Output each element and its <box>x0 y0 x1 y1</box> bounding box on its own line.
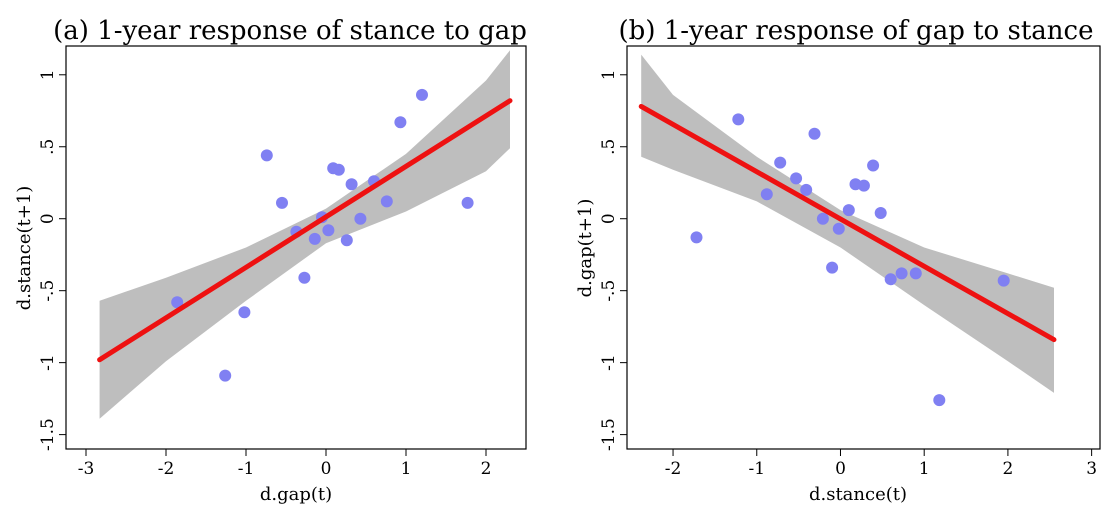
panel-a-data-point <box>238 306 251 319</box>
panel-b-data-point <box>909 267 922 280</box>
panel-b-data-point <box>790 172 803 185</box>
panel-b-title: (b) 1-year response of gap to stance <box>619 16 1094 46</box>
panel-b-x-axis: -2 -1 0 1 2 3 <box>665 449 1097 479</box>
panel-b-data-point <box>884 273 897 286</box>
panel-a-fit-line <box>97 98 513 363</box>
panel-b-x-tick-label: -1 <box>748 459 765 479</box>
panel-a-data-point <box>322 224 335 237</box>
panel-b-y-tick-label: 1 <box>599 69 619 80</box>
panel-a-data-point <box>380 195 393 208</box>
panel-a-x-axis: -3 -2 -1 0 1 2 <box>78 449 492 479</box>
panel-b-data-point <box>895 267 908 280</box>
panel-a-x-tick-label: -3 <box>78 459 95 479</box>
panel-b-data-point <box>690 231 703 244</box>
panel-b-y-axis: -1.5 -1 -.5 0 .5 1 <box>599 69 627 451</box>
panel-a-data-point <box>340 234 353 247</box>
panel-b: (b) 1-year response of gap to stance -2-… <box>575 16 1101 505</box>
panel-b-data-point <box>732 113 745 126</box>
panel-b-data-point <box>832 222 845 235</box>
panel-a-data-point <box>298 271 311 284</box>
panel-a-data-point <box>345 178 358 191</box>
panel-b-x-tick-label: 1 <box>919 459 930 479</box>
panel-b-y-axis-label: d.gap(t+1) <box>575 199 596 298</box>
panel-b-points <box>690 113 1010 407</box>
panel-a-x-tick-label: 0 <box>321 459 332 479</box>
panel-a-data-point <box>171 296 184 309</box>
panel-a-y-tick-label: 1 <box>38 69 58 80</box>
panel-a-data-point <box>260 149 273 162</box>
panel-a-data-point <box>308 232 321 245</box>
panel-a-data-point <box>332 163 345 176</box>
panel-a-x-tick-label: -1 <box>238 459 255 479</box>
panel-b-data-point <box>816 212 829 225</box>
panel-a-title: (a) 1-year response of stance to gap <box>53 16 527 46</box>
panel-b-data-point <box>774 156 787 169</box>
panel-a-data-point <box>416 88 428 101</box>
panel-b-data-point <box>933 394 946 407</box>
panel-a-y-tick-label: -1 <box>38 354 58 371</box>
panel-b-data-point <box>867 159 880 172</box>
panel-a-x-tick-label: -2 <box>158 459 175 479</box>
panel-a-data-point <box>354 212 367 225</box>
panel-b-fit-line <box>638 103 1057 343</box>
panel-a-x-tick-label: 2 <box>481 459 492 479</box>
panel-b-x-axis-label: d.stance(t) <box>809 484 907 505</box>
panel-b-x-tick-label: -2 <box>665 459 682 479</box>
panel-a-confidence-band <box>99 50 510 419</box>
panel-b-data-point <box>874 207 887 219</box>
panel-a-y-axis: -1.5 -1 -.5 0 .5 1 <box>38 69 66 451</box>
panel-a-data-point <box>461 196 474 209</box>
panel-b-data-point <box>997 274 1010 287</box>
panel-a: (a) 1-year response of stance to gap -3-… <box>14 16 527 505</box>
panel-a-y-tick-label: .5 <box>38 139 58 155</box>
panel-b-y-tick-label: 0 <box>599 213 619 224</box>
panel-b-data-point <box>760 188 773 201</box>
panel-b-y-tick-label: -.5 <box>599 280 619 302</box>
panel-b-data-point <box>842 204 855 217</box>
panel-a-y-tick-label: 0 <box>38 213 58 224</box>
panel-a-data-point <box>276 196 288 209</box>
panel-a-data-point <box>219 369 232 382</box>
panel-a-x-axis-label: d.gap(t) <box>260 484 332 505</box>
panel-b-y-tick-label: .5 <box>599 139 619 155</box>
panel-a-data-point <box>394 116 407 129</box>
panel-a-plot-frame <box>65 45 527 450</box>
panel-b-data-point <box>857 179 870 192</box>
panel-b-data-point <box>800 183 813 196</box>
panel-a-y-axis-label: d.stance(t+1) <box>14 186 35 311</box>
panel-b-x-tick-label: 2 <box>1002 459 1013 479</box>
panel-b-x-tick-label: 0 <box>835 459 846 479</box>
panel-b-y-tick-label: -1 <box>599 354 619 371</box>
panel-b-x-tick-label: 3 <box>1086 459 1097 479</box>
panel-b-data-point <box>808 127 821 140</box>
panel-b-plot-frame <box>626 45 1101 450</box>
panel-b-y-tick-label: -1.5 <box>599 418 619 451</box>
panel-a-y-tick-label: -1.5 <box>38 418 58 451</box>
panel-a-y-tick-label: -.5 <box>38 280 58 302</box>
panel-b-data-point <box>826 261 839 274</box>
panel-a-x-tick-label: 1 <box>401 459 412 479</box>
